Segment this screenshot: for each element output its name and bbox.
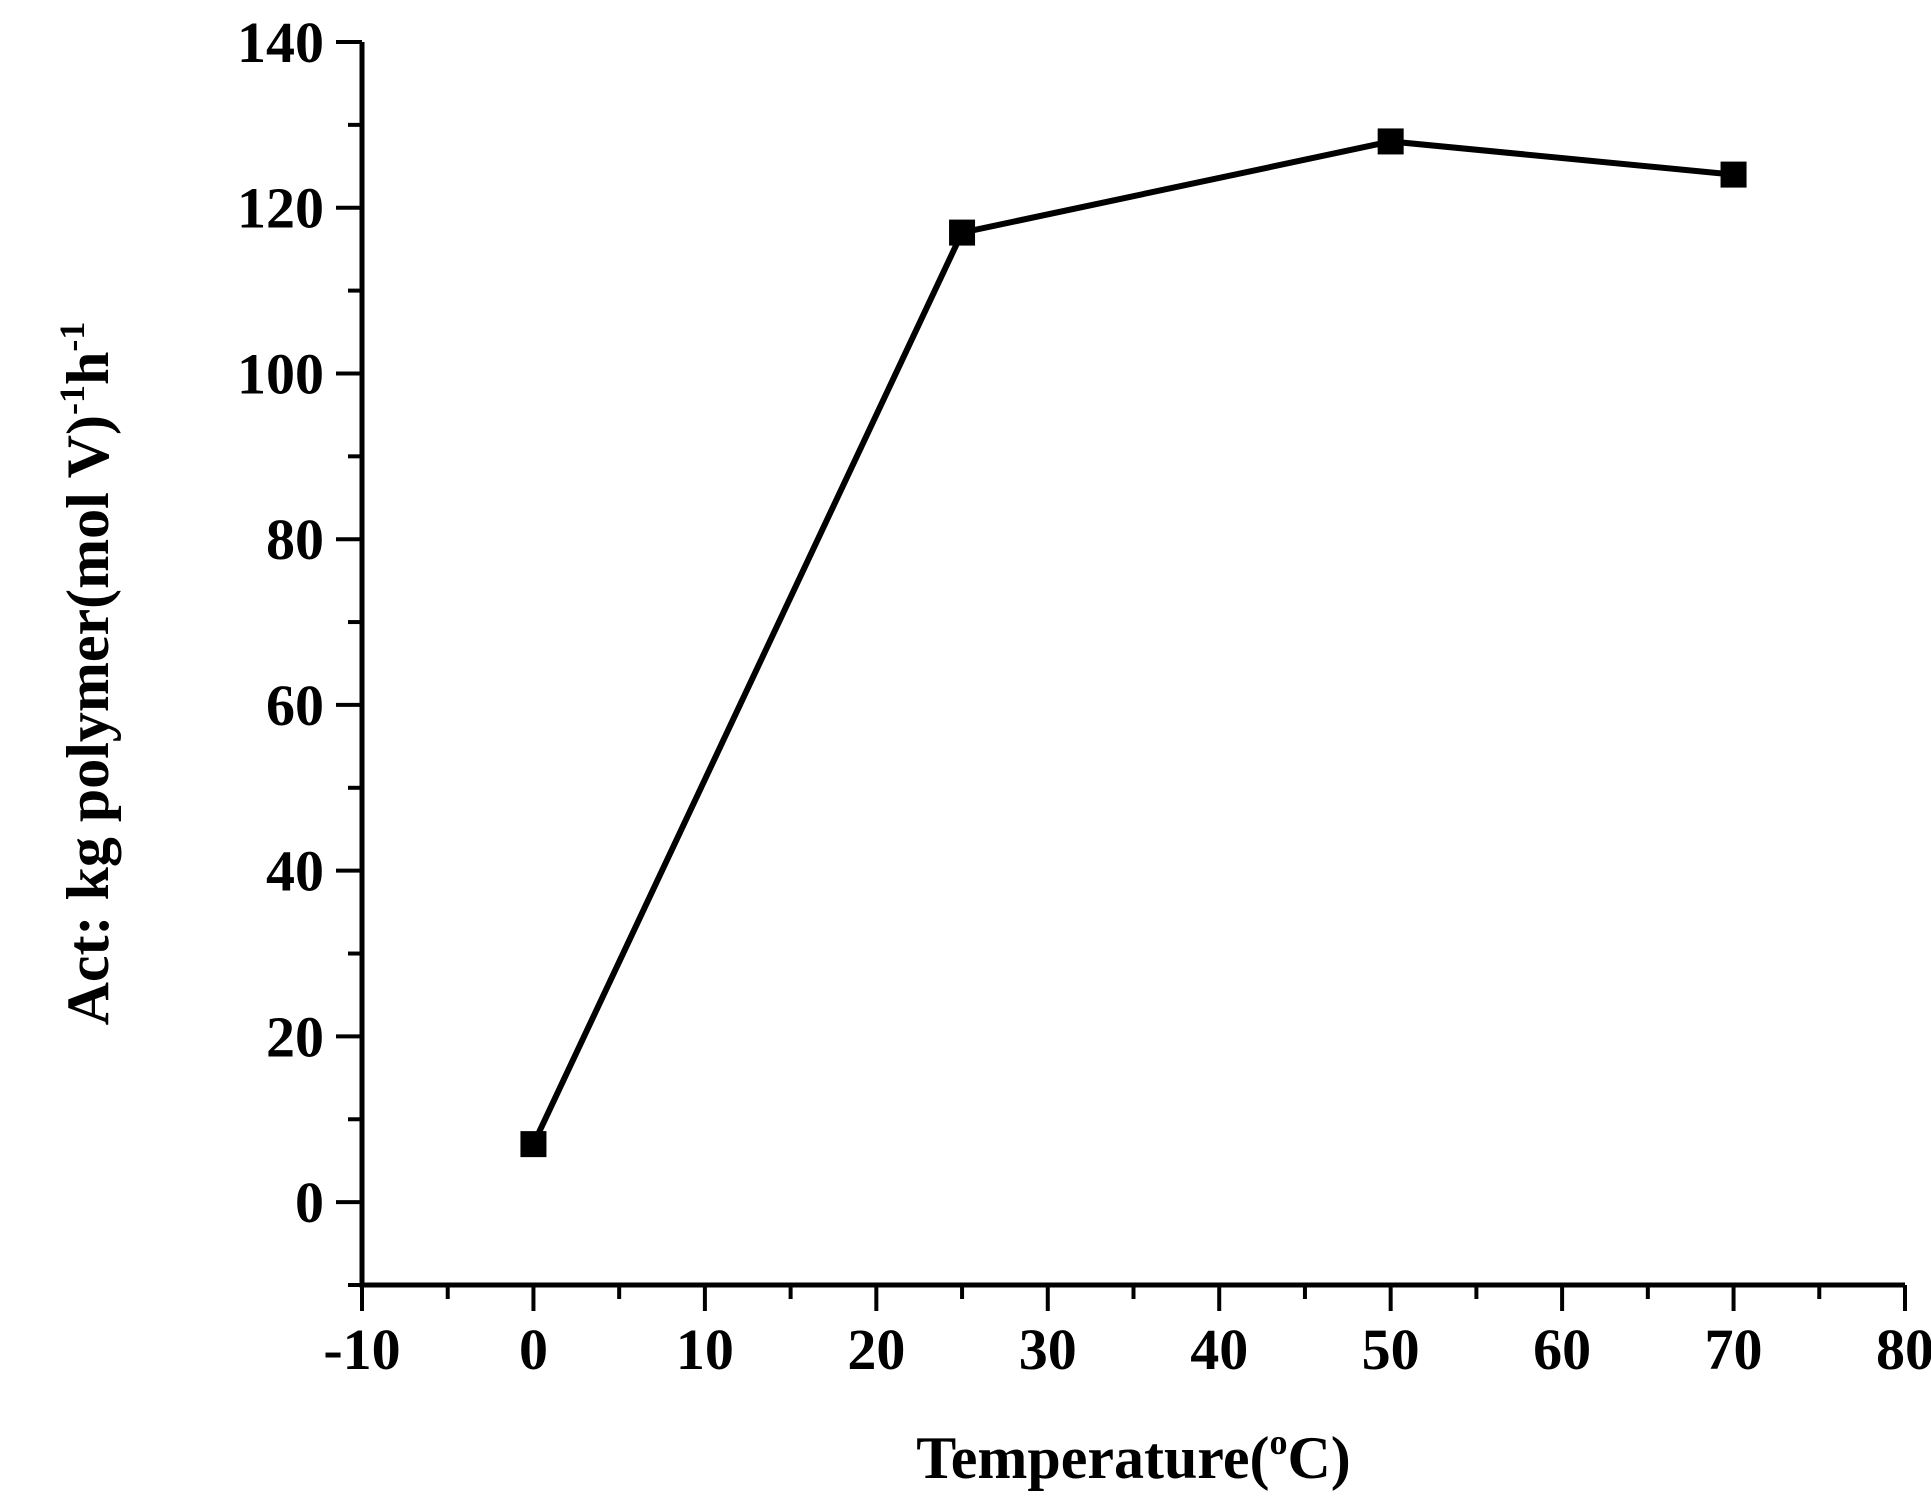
x-tick-label: 60: [1533, 1317, 1591, 1382]
data-point: [1720, 161, 1747, 188]
y-axis-label-mid: h: [55, 352, 121, 385]
data-point: [949, 219, 976, 246]
y-tick-label: 140: [237, 10, 324, 75]
x-axis-label-main: Temperature(: [916, 1425, 1269, 1491]
y-axis-label-main: Act: kg polymer(mol V): [55, 415, 121, 1025]
x-tick-label: 0: [519, 1317, 548, 1382]
x-tick-label: -10: [323, 1317, 400, 1382]
y-tick-label: 80: [266, 507, 324, 572]
y-tick-label: 120: [237, 176, 324, 241]
x-tick-label: 30: [1019, 1317, 1077, 1382]
x-axis-label-superscript: o: [1269, 1422, 1287, 1462]
data-point: [1377, 128, 1404, 155]
y-axis-label-sup2: -1: [52, 322, 92, 352]
y-tick-label: 20: [266, 1004, 324, 1069]
x-tick-label: 20: [847, 1317, 905, 1382]
x-axis-label: Temperature(oC): [916, 1422, 1351, 1491]
y-tick-label: 40: [266, 839, 324, 904]
axis-labels: Temperature(oC) Act: kg polymer(mol V)-1…: [52, 322, 1351, 1491]
axes: [359, 42, 1905, 1288]
x-tick-label: 40: [1190, 1317, 1248, 1382]
x-tick-label: 70: [1705, 1317, 1763, 1382]
series: [520, 128, 1747, 1158]
y-tick-label: 0: [295, 1170, 324, 1235]
y-axis-label-sup1: -1: [52, 385, 92, 415]
x-tick-label: 80: [1876, 1317, 1931, 1382]
y-tick-label: 100: [237, 341, 324, 406]
data-point: [520, 1131, 547, 1158]
series-line: [530, 138, 1734, 1146]
y-tick-label: 60: [266, 673, 324, 738]
x-tick-label: 10: [676, 1317, 734, 1382]
y-axis-label: Act: kg polymer(mol V)-1h-1: [52, 322, 121, 1026]
ticks: -10 0 10 20 30 40 50 60 70 80 0 20 40 60 80 100 120 140: [237, 10, 1931, 1382]
x-tick-label: 50: [1362, 1317, 1420, 1382]
x-axis-label-unit: C): [1287, 1425, 1350, 1491]
